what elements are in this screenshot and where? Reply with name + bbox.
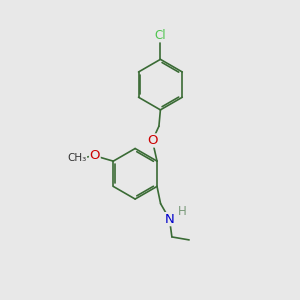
Text: N: N (165, 213, 174, 226)
Text: O: O (90, 149, 100, 162)
Text: H: H (178, 205, 186, 218)
Text: Cl: Cl (154, 29, 166, 42)
Text: O: O (147, 134, 158, 147)
Text: CH₃: CH₃ (68, 153, 87, 163)
